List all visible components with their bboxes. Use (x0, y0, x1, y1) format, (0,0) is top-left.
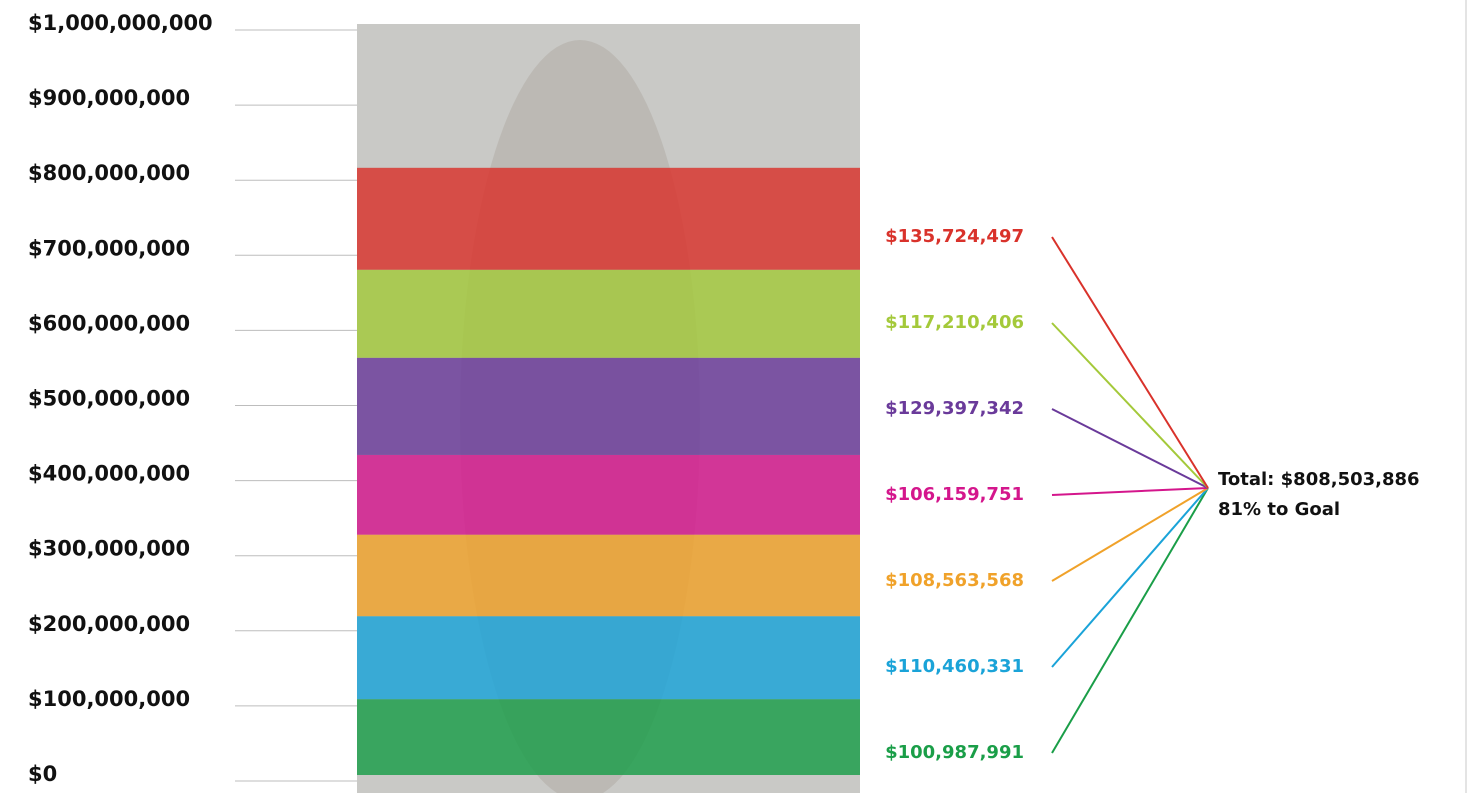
value-label: $117,210,406 (885, 312, 1024, 333)
leader-line (1051, 236, 1209, 489)
y-tick-label: $200,000,000 (28, 612, 190, 636)
y-tick-label: $500,000,000 (28, 387, 190, 411)
leader-line (1051, 487, 1209, 582)
y-tick-label: $0 (28, 762, 57, 786)
y-tick-label: $100,000,000 (28, 687, 190, 711)
bar-segment (357, 534, 860, 617)
value-label: $110,460,331 (885, 656, 1024, 677)
bar-segment (357, 357, 860, 455)
bar-segment (357, 699, 860, 775)
total-label: Total: $808,503,886 (1218, 469, 1420, 490)
bar-segment (357, 167, 860, 270)
value-label: $108,563,568 (885, 570, 1024, 591)
leader-line (1051, 487, 1209, 754)
bar-segment (357, 269, 860, 358)
y-tick-label: $900,000,000 (28, 86, 190, 110)
y-tick-label: $700,000,000 (28, 236, 190, 260)
y-tick-label: $800,000,000 (28, 161, 190, 185)
value-label: $129,397,342 (885, 398, 1024, 419)
goal-label: 81% to Goal (1218, 499, 1340, 520)
value-label: $135,724,497 (885, 226, 1024, 247)
value-label: $106,159,751 (885, 484, 1024, 505)
leader-line (1051, 487, 1209, 496)
bar-segment (357, 454, 860, 535)
leader-line (1051, 408, 1209, 489)
bar-segment (357, 616, 860, 700)
y-tick-label: $600,000,000 (28, 311, 190, 335)
y-tick-label: $1,000,000,000 (28, 11, 213, 35)
leader-line (1051, 322, 1209, 489)
value-label: $100,987,991 (885, 742, 1024, 763)
y-tick-label: $400,000,000 (28, 462, 190, 486)
leader-line (1051, 487, 1209, 668)
y-tick-label: $300,000,000 (28, 537, 190, 561)
